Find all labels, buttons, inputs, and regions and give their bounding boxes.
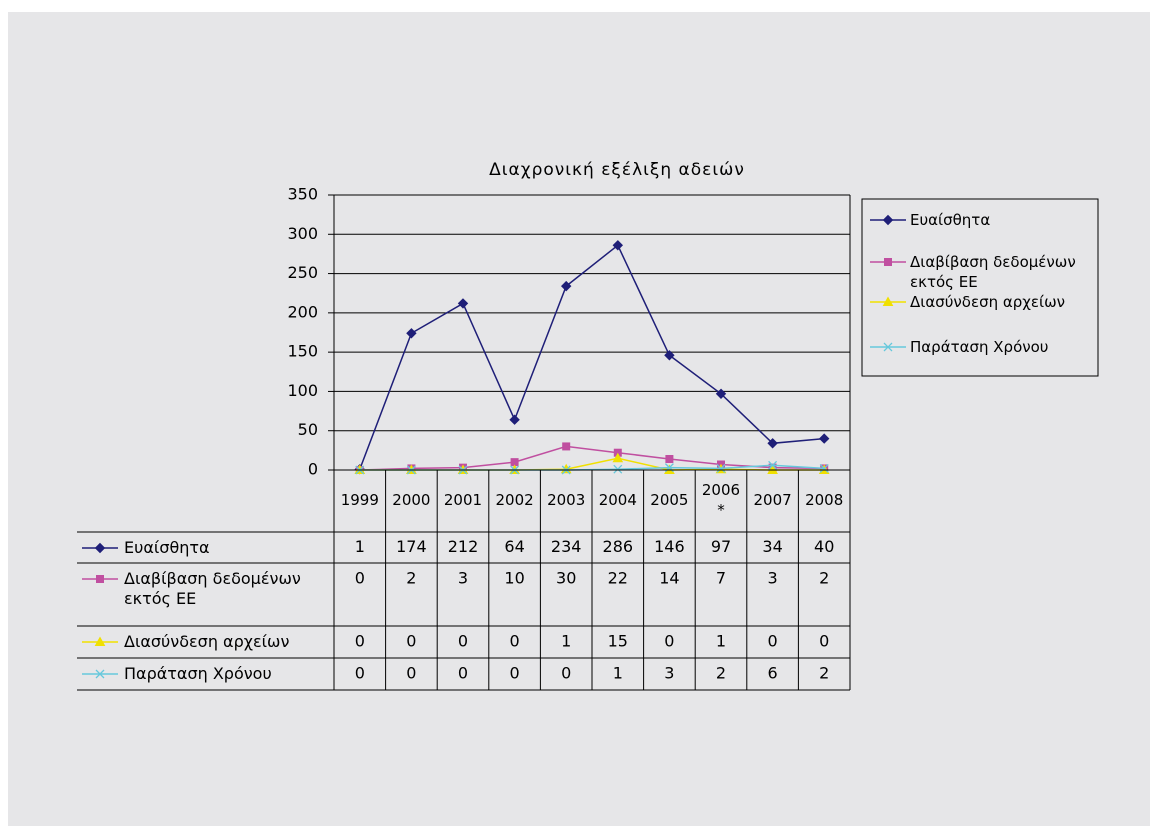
legend-label: Διαβίβαση δεδομένων εκτός ΕΕ: [910, 253, 1076, 291]
category-label: 1999: [340, 491, 379, 509]
marker: [95, 669, 105, 679]
table-value: 174: [396, 537, 427, 556]
marker: [882, 214, 894, 226]
marker: [819, 463, 829, 473]
table-value: 146: [654, 537, 685, 556]
category-label: 2000: [392, 491, 431, 509]
category-label: 2008: [805, 491, 844, 509]
table-value: 15: [608, 632, 628, 651]
table-value: 0: [664, 632, 674, 651]
marker: [509, 414, 520, 425]
marker: [406, 328, 417, 339]
marker: [884, 258, 892, 266]
category-label: 2001: [443, 491, 483, 509]
table-value: 0: [510, 664, 520, 683]
y-tick-label: 100: [287, 381, 318, 400]
table-value: 0: [561, 664, 571, 683]
table-value: 22: [608, 569, 628, 588]
table-value: 7: [716, 569, 726, 588]
table-value: 2: [819, 569, 829, 588]
table-value: 0: [819, 632, 829, 651]
table-value: 0: [768, 632, 778, 651]
chart-title: Διαχρονική εξέλιξη αδειών: [489, 160, 745, 180]
category-label: 2004: [598, 491, 637, 509]
table-value: 40: [814, 537, 834, 556]
marker: [96, 575, 104, 583]
table-value: 14: [659, 569, 679, 588]
table-value: 2: [819, 664, 829, 683]
table-value: 0: [355, 664, 365, 683]
row-label: Ευαίσθητα: [124, 538, 210, 557]
marker: [664, 350, 675, 361]
table-value: 64: [504, 537, 524, 556]
table-value: 6: [768, 664, 778, 683]
category-label: 2002: [495, 491, 534, 509]
series-line: [359, 445, 825, 471]
legend-label: Παράταση Χρόνου: [910, 338, 1049, 356]
marker: [716, 463, 726, 473]
table-value: 3: [768, 569, 778, 588]
table-value: 2: [406, 569, 416, 588]
marker: [715, 388, 727, 399]
y-tick-label: 50: [298, 420, 318, 439]
table-value: 1: [561, 632, 571, 651]
row-label: Διασύνδεση αρχείων: [124, 632, 290, 651]
y-tick-label: 250: [287, 263, 318, 282]
y-tick-label: 200: [287, 302, 318, 321]
marker: [883, 342, 893, 352]
category-label: 2003: [547, 491, 586, 509]
table-value: 0: [510, 632, 520, 651]
marker: [612, 452, 624, 463]
legend-label: Διασύνδεση αρχείων: [910, 293, 1066, 311]
marker: [94, 542, 106, 554]
marker: [613, 464, 623, 474]
category-label: 2007: [753, 491, 792, 509]
marker: [818, 433, 830, 444]
table-value: 3: [458, 569, 468, 588]
category-label: 2005: [650, 491, 689, 509]
row-label: Παράταση Χρόνου: [124, 664, 272, 683]
marker: [768, 460, 778, 470]
category-label: 2006*: [701, 481, 741, 519]
legend-box: [861, 198, 1099, 377]
y-tick-label: 300: [287, 224, 318, 243]
marker: [882, 296, 894, 306]
table-value: 1: [355, 537, 365, 556]
table-value: 10: [504, 569, 524, 588]
table-value: 1: [613, 664, 623, 683]
table-value: 234: [551, 537, 582, 556]
table-value: 3: [664, 664, 674, 683]
table-value: 286: [603, 537, 634, 556]
marker: [562, 442, 571, 451]
marker: [94, 636, 106, 646]
table-value: 212: [448, 537, 479, 556]
table-value: 97: [711, 537, 731, 556]
table-value: 0: [355, 632, 365, 651]
table-value: 0: [406, 664, 416, 683]
table-value: 0: [458, 664, 468, 683]
table-value: 0: [406, 632, 416, 651]
marker: [767, 438, 778, 449]
y-tick-label: 150: [287, 342, 318, 361]
legend-label: Ευαίσθητα: [910, 211, 991, 229]
y-tick-label: 0: [308, 460, 318, 479]
table-value: 30: [556, 569, 576, 588]
marker: [457, 298, 469, 309]
table-value: 0: [458, 632, 468, 651]
marker: [560, 280, 572, 292]
series-line: [359, 244, 825, 470]
row-label: Διαβίβαση δεδομένων εκτός ΕΕ: [124, 569, 301, 608]
table-value: 2: [716, 664, 726, 683]
marker: [612, 240, 624, 251]
table-value: 1: [716, 632, 726, 651]
table-value: 34: [762, 537, 782, 556]
y-tick-label: 350: [287, 185, 318, 204]
table-value: 0: [355, 569, 365, 588]
marker: [665, 455, 674, 463]
